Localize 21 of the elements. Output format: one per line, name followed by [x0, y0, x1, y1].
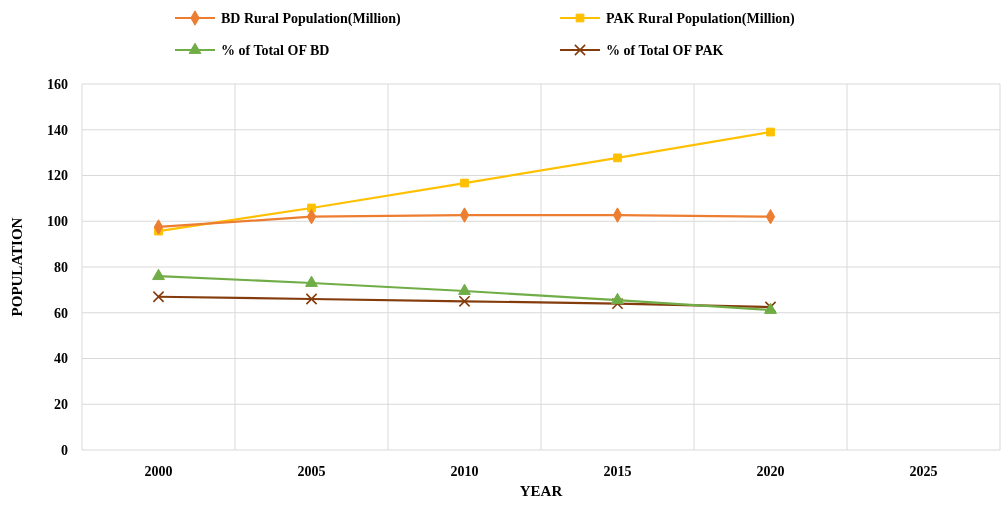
y-tick-label: 100	[47, 214, 68, 230]
x-tick-label: 2010	[450, 464, 479, 479]
x-tick-label: 2025	[909, 464, 938, 479]
y-tick-label: 0	[61, 442, 68, 458]
y-tick-label: 120	[47, 168, 68, 184]
x-tick-label: 2020	[756, 464, 785, 479]
y-tick-label: 80	[54, 259, 68, 275]
y-tick-label: 60	[54, 305, 68, 321]
legend-label: PAK Rural Population(Million)	[606, 10, 796, 27]
y-tick-label: 40	[54, 351, 68, 367]
x-tick-label: 2000	[144, 464, 173, 479]
x-tick-label: 2005	[297, 464, 326, 479]
legend-label: BD Rural Population(Million)	[221, 10, 402, 27]
x-axis-title: YEAR	[519, 483, 563, 499]
x-tick-label: 2015	[603, 464, 632, 479]
y-tick-label: 140	[47, 122, 68, 138]
y-tick-label: 20	[54, 397, 68, 413]
legend-label: % of Total OF BD	[221, 42, 330, 58]
y-tick-label: 160	[47, 76, 68, 92]
legend-label: % of Total OF PAK	[606, 42, 724, 58]
y-axis-title: POPULATION	[9, 217, 25, 317]
